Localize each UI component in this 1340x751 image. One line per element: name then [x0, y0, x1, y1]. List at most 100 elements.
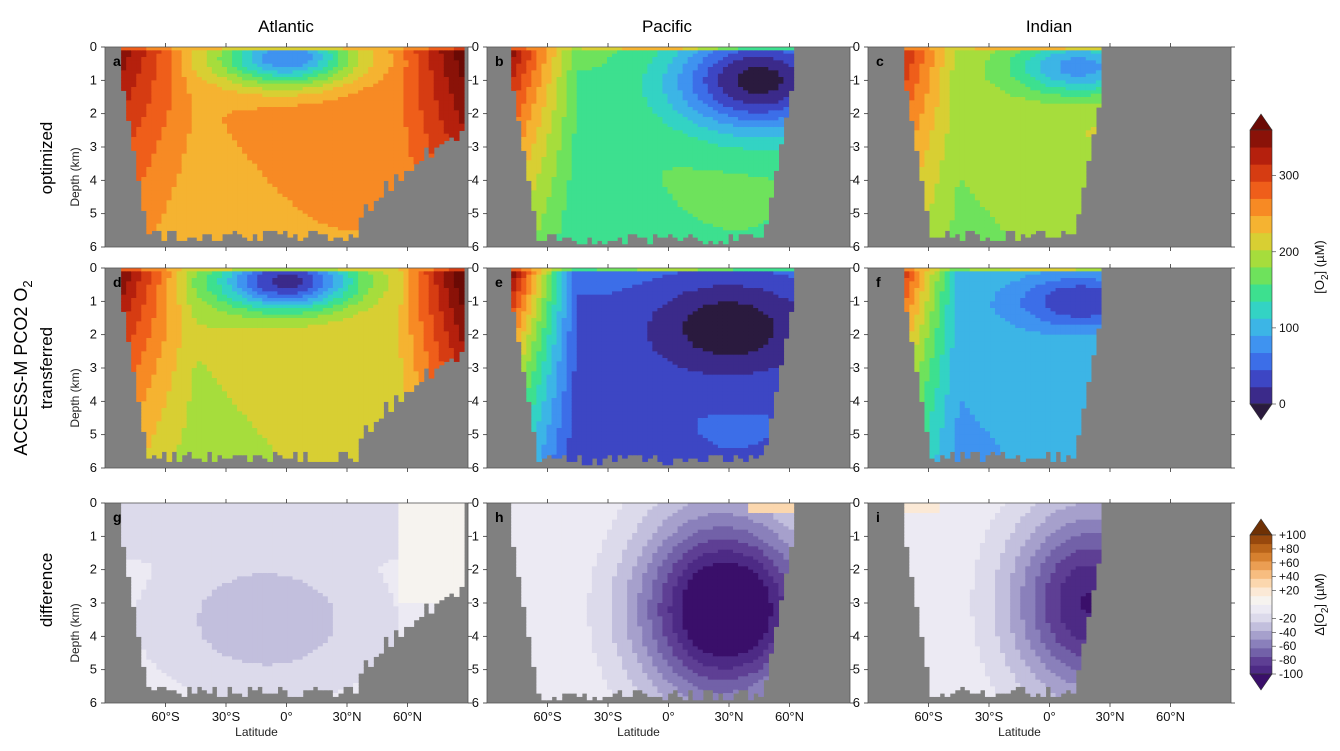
y-tick-label: 1 — [90, 72, 97, 87]
panel-letter-e: e — [495, 274, 503, 290]
colorbar-o2-swatch — [1250, 335, 1272, 354]
colorbar-o2-swatch — [1250, 369, 1272, 388]
colorbar-o2-swatch — [1250, 249, 1272, 268]
y-tick-label: 5 — [853, 662, 860, 677]
row-label-transferred: transferred — [37, 327, 56, 409]
colorbar-o2-swatch — [1250, 198, 1272, 217]
colorbar-diff-max-arrow — [1249, 518, 1273, 536]
panel-e: e 0 1 2 3 4 5 6 — [472, 260, 854, 475]
y-tick-label: 0 — [853, 495, 860, 510]
panel-a: a 0 1 2 3 4 5 6 Depth (km) — [68, 39, 472, 254]
y-tick-label: 2 — [472, 106, 479, 121]
y-tick-label: 2 — [853, 106, 860, 121]
colorbar-diff-tick-label: -80 — [1279, 653, 1297, 667]
y-tick-label: 0 — [472, 495, 479, 510]
y-tick-label: 5 — [472, 427, 479, 442]
panel-g: g 0 1 2 3 4 5 6 Depth (km) 60°S 30°S 0° 30°N 60°N Lati… — [68, 495, 472, 739]
colorbar-o2-swatch — [1250, 130, 1272, 148]
y-tick-label: 3 — [472, 595, 479, 610]
y-tick-label: 4 — [472, 628, 479, 643]
y-tick-label: 0 — [90, 39, 97, 54]
colorbar-diff-swatch — [1250, 569, 1272, 579]
colorbar-diff: +100+80+60+40+20 -20-40-60-80-100 Δ[O2] (µ… — [1249, 518, 1331, 691]
y-tick-label: 3 — [853, 139, 860, 154]
panel-letter-g: g — [113, 509, 122, 525]
y-tick-label: 4 — [853, 628, 860, 643]
y-tick-label: 2 — [90, 327, 97, 342]
y-tick-label: 5 — [90, 662, 97, 677]
y-tick-label: 2 — [853, 327, 860, 342]
y-tick-label: 6 — [853, 239, 860, 254]
colorbar-o2-frame — [1249, 129, 1273, 405]
y-tick-label: 3 — [472, 139, 479, 154]
y-tick-label: 1 — [90, 293, 97, 308]
x-axis-label: Latitude — [617, 725, 660, 739]
panel-g-field — [121, 503, 465, 697]
colorbar-o2-tick-label: 200 — [1279, 245, 1299, 259]
colorbar-o2-tick-label: 100 — [1279, 321, 1299, 335]
colorbar-diff-swatch — [1250, 647, 1272, 658]
colorbar-o2-tick-label: 0 — [1279, 397, 1286, 411]
x-tick-label: 30°N — [714, 709, 743, 724]
y-tick-label: 1 — [472, 528, 479, 543]
svg-text:ACCESS-M PCO2 O2: ACCESS-M PCO2 O2 — [11, 280, 35, 455]
colorbar-diff-swatch — [1250, 578, 1272, 588]
y-tick-label: 2 — [472, 327, 479, 342]
colorbar-diff-tick-label: +80 — [1279, 542, 1300, 556]
y-axis-label: Depth (km) — [68, 603, 82, 662]
column-titles: Atlantic Pacific Indian — [258, 17, 1072, 36]
x-tick-label: 60°S — [914, 709, 943, 724]
panel-h: h 0 1 2 3 4 5 6 60°S 30°S 0° 30°N 60°N Latitude — [472, 495, 854, 739]
colorbar-diff-swatch — [1250, 613, 1272, 623]
y-tick-label: 6 — [853, 460, 860, 475]
panel-i: i 0 1 2 3 4 5 6 60°S 30°S 0° 30°N 60°N Latitude — [853, 495, 1235, 739]
y-axis-label: Depth (km) — [68, 147, 82, 206]
y-tick-label: 5 — [853, 427, 860, 442]
colorbar-o2-swatch — [1250, 301, 1272, 319]
col-title-pacific: Pacific — [642, 17, 693, 36]
colorbar-o2-swatch — [1250, 386, 1272, 405]
panel-h-field — [511, 503, 795, 701]
colorbar-diff-swatch — [1250, 595, 1272, 605]
x-tick-label: 0° — [662, 709, 674, 724]
x-tick-label: 30°S — [975, 709, 1004, 724]
y-axis-label: Depth (km) — [68, 368, 82, 427]
y-tick-label: 1 — [853, 72, 860, 87]
y-tick-label: 2 — [853, 562, 860, 577]
y-tick-label: 6 — [853, 695, 860, 710]
colorbar-diff-swatch — [1250, 552, 1272, 562]
colorbar-o2-swatch — [1250, 318, 1272, 336]
x-tick-label: 30°N — [1095, 709, 1124, 724]
y-tick-label: 6 — [90, 460, 97, 475]
colorbar-diff-tick-label: -60 — [1279, 639, 1297, 653]
colorbar-diff-swatch — [1250, 604, 1272, 614]
colorbar-o2-swatch — [1250, 164, 1272, 182]
panel-f-field — [904, 268, 1102, 462]
colorbars: 0 100 200 300 [O2] (µM) +100+80+60+40+20 -20-4… — [1249, 113, 1331, 691]
y-tick-label: 4 — [472, 393, 479, 408]
y-tick-label: 5 — [90, 206, 97, 221]
y-tick-label: 6 — [90, 695, 97, 710]
colorbar-o2-swatch — [1250, 147, 1272, 165]
x-tick-label: 60°S — [533, 709, 562, 724]
y-tick-label: 0 — [853, 39, 860, 54]
colorbar-diff-tick-label: -20 — [1279, 611, 1297, 625]
x-tick-label: 60°N — [775, 709, 804, 724]
y-tick-label: 3 — [472, 360, 479, 375]
colorbar-diff-tick-label: +20 — [1279, 584, 1300, 598]
colorbar-diff-swatch — [1250, 543, 1272, 553]
panel-i-field — [904, 503, 1102, 697]
y-tick-label: 3 — [90, 595, 97, 610]
y-tick-label: 5 — [853, 206, 860, 221]
y-tick-label: 6 — [472, 239, 479, 254]
y-tick-label: 1 — [90, 528, 97, 543]
x-tick-label: 30°N — [332, 709, 361, 724]
colorbar-o2-swatch — [1250, 232, 1272, 251]
y-tick-label: 4 — [853, 172, 860, 187]
col-title-indian: Indian — [1026, 17, 1072, 36]
overall-label-main: ACCESS-M PCO2 O — [11, 288, 31, 456]
colorbar-o2-swatch — [1250, 352, 1272, 371]
panel-letter-a: a — [113, 53, 121, 69]
colorbar-diff-swatch — [1250, 561, 1272, 571]
panel-d-field — [121, 268, 465, 462]
